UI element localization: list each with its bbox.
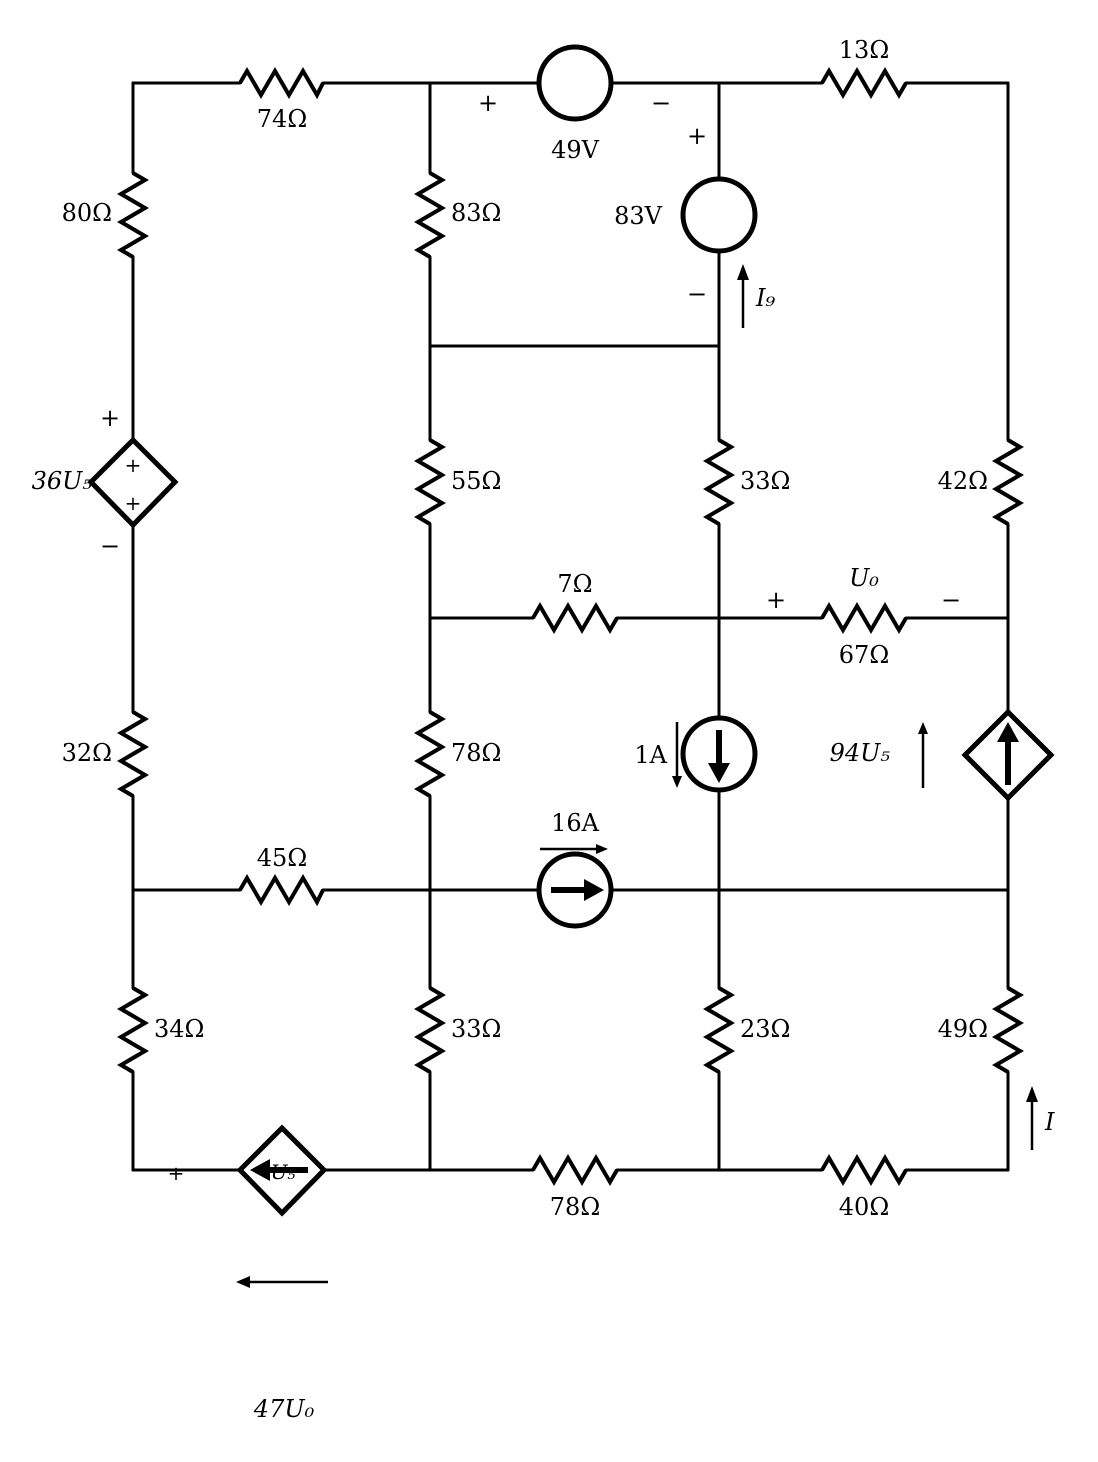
resistor-55 [414,438,446,526]
resistor-74 [238,67,325,100]
label-7: 7Ω [557,570,592,598]
wires [131,81,1010,1172]
label-1a: 1A [634,741,667,769]
label-u5-inner: U₅ [271,1160,296,1184]
label-40: 40Ω [839,1193,889,1221]
resistor-13 [820,67,908,99]
resistor-49 [992,986,1024,1074]
plus-u0: + [766,586,786,614]
arrow-94u5 [918,722,928,788]
resistor-83 [414,171,446,259]
label-80: 80Ω [62,199,112,227]
label-45: 45Ω [257,844,307,872]
plus-36u5: + [100,404,120,432]
resistor-7 [531,602,619,634]
label-23: 23Ω [740,1015,790,1043]
label-74: 74Ω [257,105,307,133]
label-83v: 83V [614,202,663,230]
arrows [236,264,1038,1288]
resistor-78-bottom [531,1154,619,1186]
resistor-42 [992,438,1024,526]
arrow-i [1026,1086,1038,1150]
dependent-current-source-94u5 [961,708,1055,802]
label-78-bottom: 78Ω [550,1193,600,1221]
arrow-16a [540,844,608,854]
label-16a: 16A [551,809,600,837]
minus-36u5: − [100,532,120,560]
resistor-78-mid [414,710,446,798]
resistor-34 [117,986,149,1074]
minus-49v: − [651,89,671,117]
label-83: 83Ω [451,199,501,227]
resistor-80 [117,171,149,259]
label-33-top: 33Ω [740,467,790,495]
label-32: 32Ω [62,739,112,767]
label-u0: U₀ [849,564,879,592]
dependent-current-source-47u0 [236,1124,328,1217]
label-34: 34Ω [154,1015,204,1043]
plus-47u0: + [168,1161,185,1185]
labels: 74Ω 13Ω 80Ω 83Ω 55Ω 33Ω 42Ω 7Ω 67Ω 32Ω 7… [32,36,1055,1423]
dependent-voltage-source-36u5: + + [87,436,179,529]
label-i: I [1044,1108,1055,1136]
plus-83v: + [687,122,707,150]
minus-u0: − [941,586,961,614]
label-33-bottom: 33Ω [451,1015,501,1043]
label-94u5: 94U₅ [830,739,891,767]
minus-83v: − [687,280,707,308]
svg-text:+: + [125,491,142,515]
label-13: 13Ω [839,36,889,64]
label-67: 67Ω [839,641,889,669]
resistor-32 [117,710,149,798]
current-source-1a [680,715,758,793]
arrow-i9 [737,264,749,328]
voltage-source-49v [536,44,614,122]
label-55: 55Ω [451,467,501,495]
label-49: 49Ω [938,1015,988,1043]
label-42: 42Ω [938,467,988,495]
label-78-mid: 78Ω [451,739,501,767]
label-i9: I₉ [755,284,775,312]
resistor-33-top [703,438,735,526]
arrow-47u0 [236,1276,328,1288]
voltage-source-83v [680,176,758,254]
sources: + + [87,44,1055,1217]
resistor-23 [703,986,735,1074]
resistor-67 [820,602,908,634]
svg-text:+: + [125,453,142,477]
resistor-45 [238,874,325,907]
resistors [117,67,1024,1186]
label-49v: 49V [551,136,600,164]
resistor-40 [820,1154,908,1186]
resistor-33-bottom [414,986,446,1074]
plus-49v: + [478,89,498,117]
label-47u0: 47U₀ [253,1395,315,1423]
arrow-1a [672,722,682,788]
label-36u5: 36U₅ [32,467,93,495]
current-source-16a [536,851,614,929]
